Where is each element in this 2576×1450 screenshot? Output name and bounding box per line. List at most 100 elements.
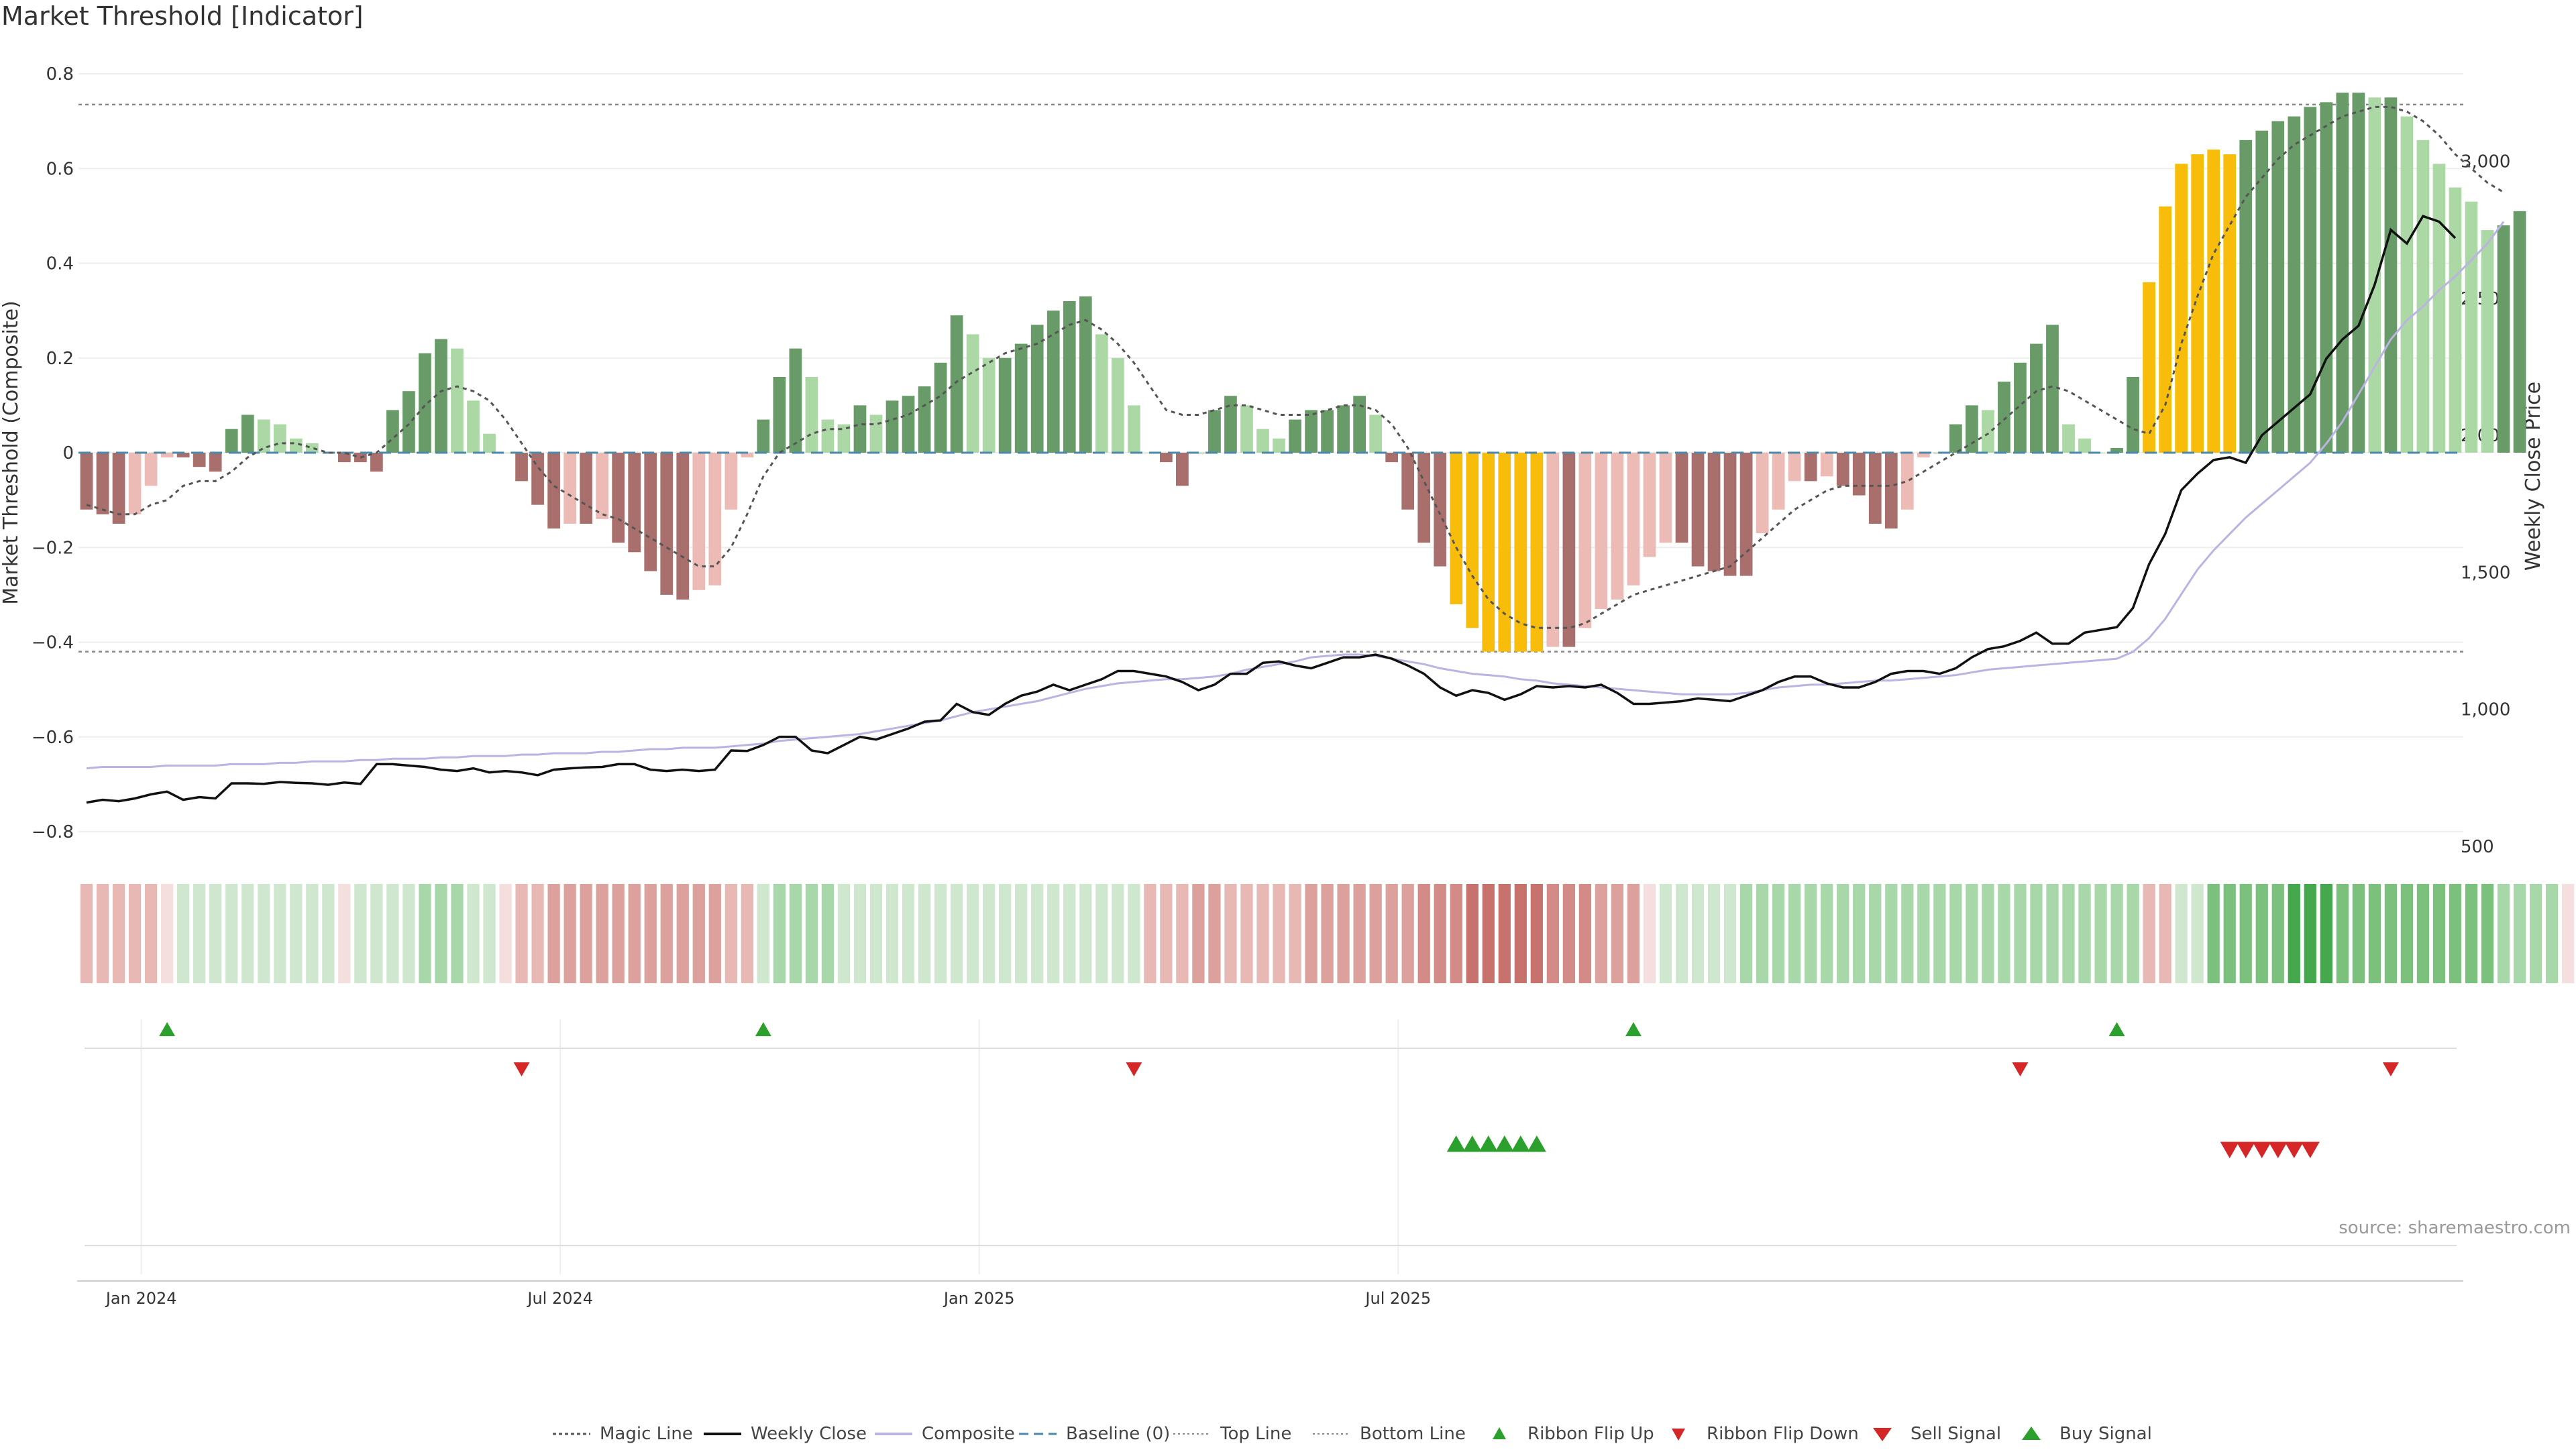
ribbon-cell <box>1128 884 1140 983</box>
legend-swatch <box>1493 1427 1506 1439</box>
ribbon-cell <box>2159 884 2171 983</box>
ribbon-cell <box>885 884 899 983</box>
ribbon-cell <box>1578 884 1592 983</box>
ribbon-cell <box>531 884 544 983</box>
composite-bar <box>2062 424 2075 453</box>
ribbon-cell <box>1933 884 1946 983</box>
composite-bar <box>1546 453 1560 647</box>
ribbon-cell <box>902 884 915 983</box>
legend-item: Composite <box>872 1420 1015 1447</box>
ribbon-cell <box>1176 884 1189 983</box>
ribbon-cell <box>1788 884 1801 983</box>
composite-bar <box>757 419 770 453</box>
legend-item: Ribbon Flip Down <box>1657 1420 1859 1447</box>
composite-bar <box>1900 453 1914 510</box>
ribbon-cell <box>1015 884 1028 983</box>
ribbon-cell <box>821 884 835 983</box>
ribbon-cell <box>2320 884 2332 983</box>
ribbon-cell <box>2223 884 2236 983</box>
composite-bar <box>289 438 303 453</box>
composite-bar <box>273 424 286 453</box>
magic-line <box>86 105 2504 629</box>
ribbon-cell <box>1998 884 2010 983</box>
composite-bar <box>1739 453 1753 576</box>
ribbon-cell <box>225 884 238 983</box>
composite-bar <box>144 453 158 486</box>
composite-bar <box>2384 97 2398 453</box>
legend-item: Baseline (0) <box>1016 1420 1170 1447</box>
ribbon-cell <box>2030 884 2043 983</box>
ribbon-cell <box>1595 884 1608 983</box>
y2-tick-label: 1,500 <box>2461 563 2510 583</box>
ribbon-cell <box>1063 884 1076 983</box>
composite-bar <box>1836 453 1849 486</box>
ribbon-cell <box>1643 884 1656 983</box>
composite-bar <box>1675 453 1688 543</box>
ribbon-cell <box>1369 884 1382 983</box>
composite-bar <box>1820 453 1833 477</box>
ribbon-cell <box>918 884 931 983</box>
ribbon-cell <box>724 884 737 983</box>
weekly-close-line <box>86 215 2457 804</box>
composite-bar <box>1868 453 1882 524</box>
composite-bar <box>837 424 851 453</box>
ribbon-cell <box>1144 884 1157 983</box>
composite-bar <box>386 410 399 453</box>
composite-bar <box>564 453 576 524</box>
composite-bar <box>241 414 254 453</box>
composite-bar <box>869 414 883 453</box>
composite-bar <box>1707 453 1721 571</box>
composite-bar <box>1691 453 1705 567</box>
ribbon-cell <box>1160 884 1173 983</box>
composite-bar <box>2352 93 2365 453</box>
ribbon-cell <box>290 884 303 983</box>
composite-bar <box>176 453 190 458</box>
sell-signal-marker <box>2236 1141 2255 1158</box>
composite-bar <box>1917 453 1930 458</box>
ribbon-cell <box>757 884 769 983</box>
legend-item: Bottom Line <box>1310 1420 1466 1447</box>
y-tick-label: 0.8 <box>46 64 74 85</box>
ribbon-cell <box>112 884 125 983</box>
ribbon-cell <box>2239 884 2252 983</box>
ribbon-cell <box>2094 884 2107 983</box>
ribbon-cell <box>1756 884 1769 983</box>
ribbon-cell <box>2465 884 2478 983</box>
composite-bar <box>1949 424 1962 453</box>
composite-bar <box>902 396 915 453</box>
composite-bar <box>1160 453 1173 463</box>
ribbon-cell <box>435 884 447 983</box>
ribbon-cell <box>2400 884 2414 983</box>
ribbon-flip-down-marker <box>513 1062 530 1076</box>
composite-bar <box>1208 410 1221 453</box>
ribbon-cell <box>1821 884 1833 983</box>
chart-title: Market Threshold [Indicator] <box>1 1 364 31</box>
ribbon-cell <box>2384 884 2398 983</box>
legend-label: Sell Signal <box>1911 1424 2002 1444</box>
ribbon-cell <box>1707 884 1721 983</box>
ribbon-cell <box>1901 884 1914 983</box>
composite-bar <box>644 453 657 571</box>
y-tick-label: −0.4 <box>32 633 74 653</box>
composite-bar <box>80 453 93 510</box>
y-tick-label: 0 <box>62 443 74 463</box>
ribbon-cell <box>1530 884 1543 983</box>
composite-bar <box>337 453 351 463</box>
composite-bar <box>419 353 431 453</box>
composite-bar <box>2416 140 2430 453</box>
ribbon-cell <box>1466 884 1479 983</box>
ribbon-cell <box>1112 884 1124 983</box>
ribbon-cell <box>2255 884 2268 983</box>
ribbon-cell <box>241 884 254 983</box>
ribbon-cell <box>1772 884 1785 983</box>
y2-tick-label: 3,000 <box>2461 152 2510 172</box>
legend-swatch <box>553 1433 590 1435</box>
composite-bar <box>1982 410 1994 453</box>
composite-bar <box>628 453 641 553</box>
composite-bar <box>2336 93 2349 453</box>
composite-bar <box>2030 343 2043 453</box>
ribbon-cell <box>1337 884 1350 983</box>
composite-bar <box>1401 453 1415 510</box>
composite-bar <box>160 453 174 458</box>
y2-tick-label: 1,000 <box>2461 700 2510 720</box>
